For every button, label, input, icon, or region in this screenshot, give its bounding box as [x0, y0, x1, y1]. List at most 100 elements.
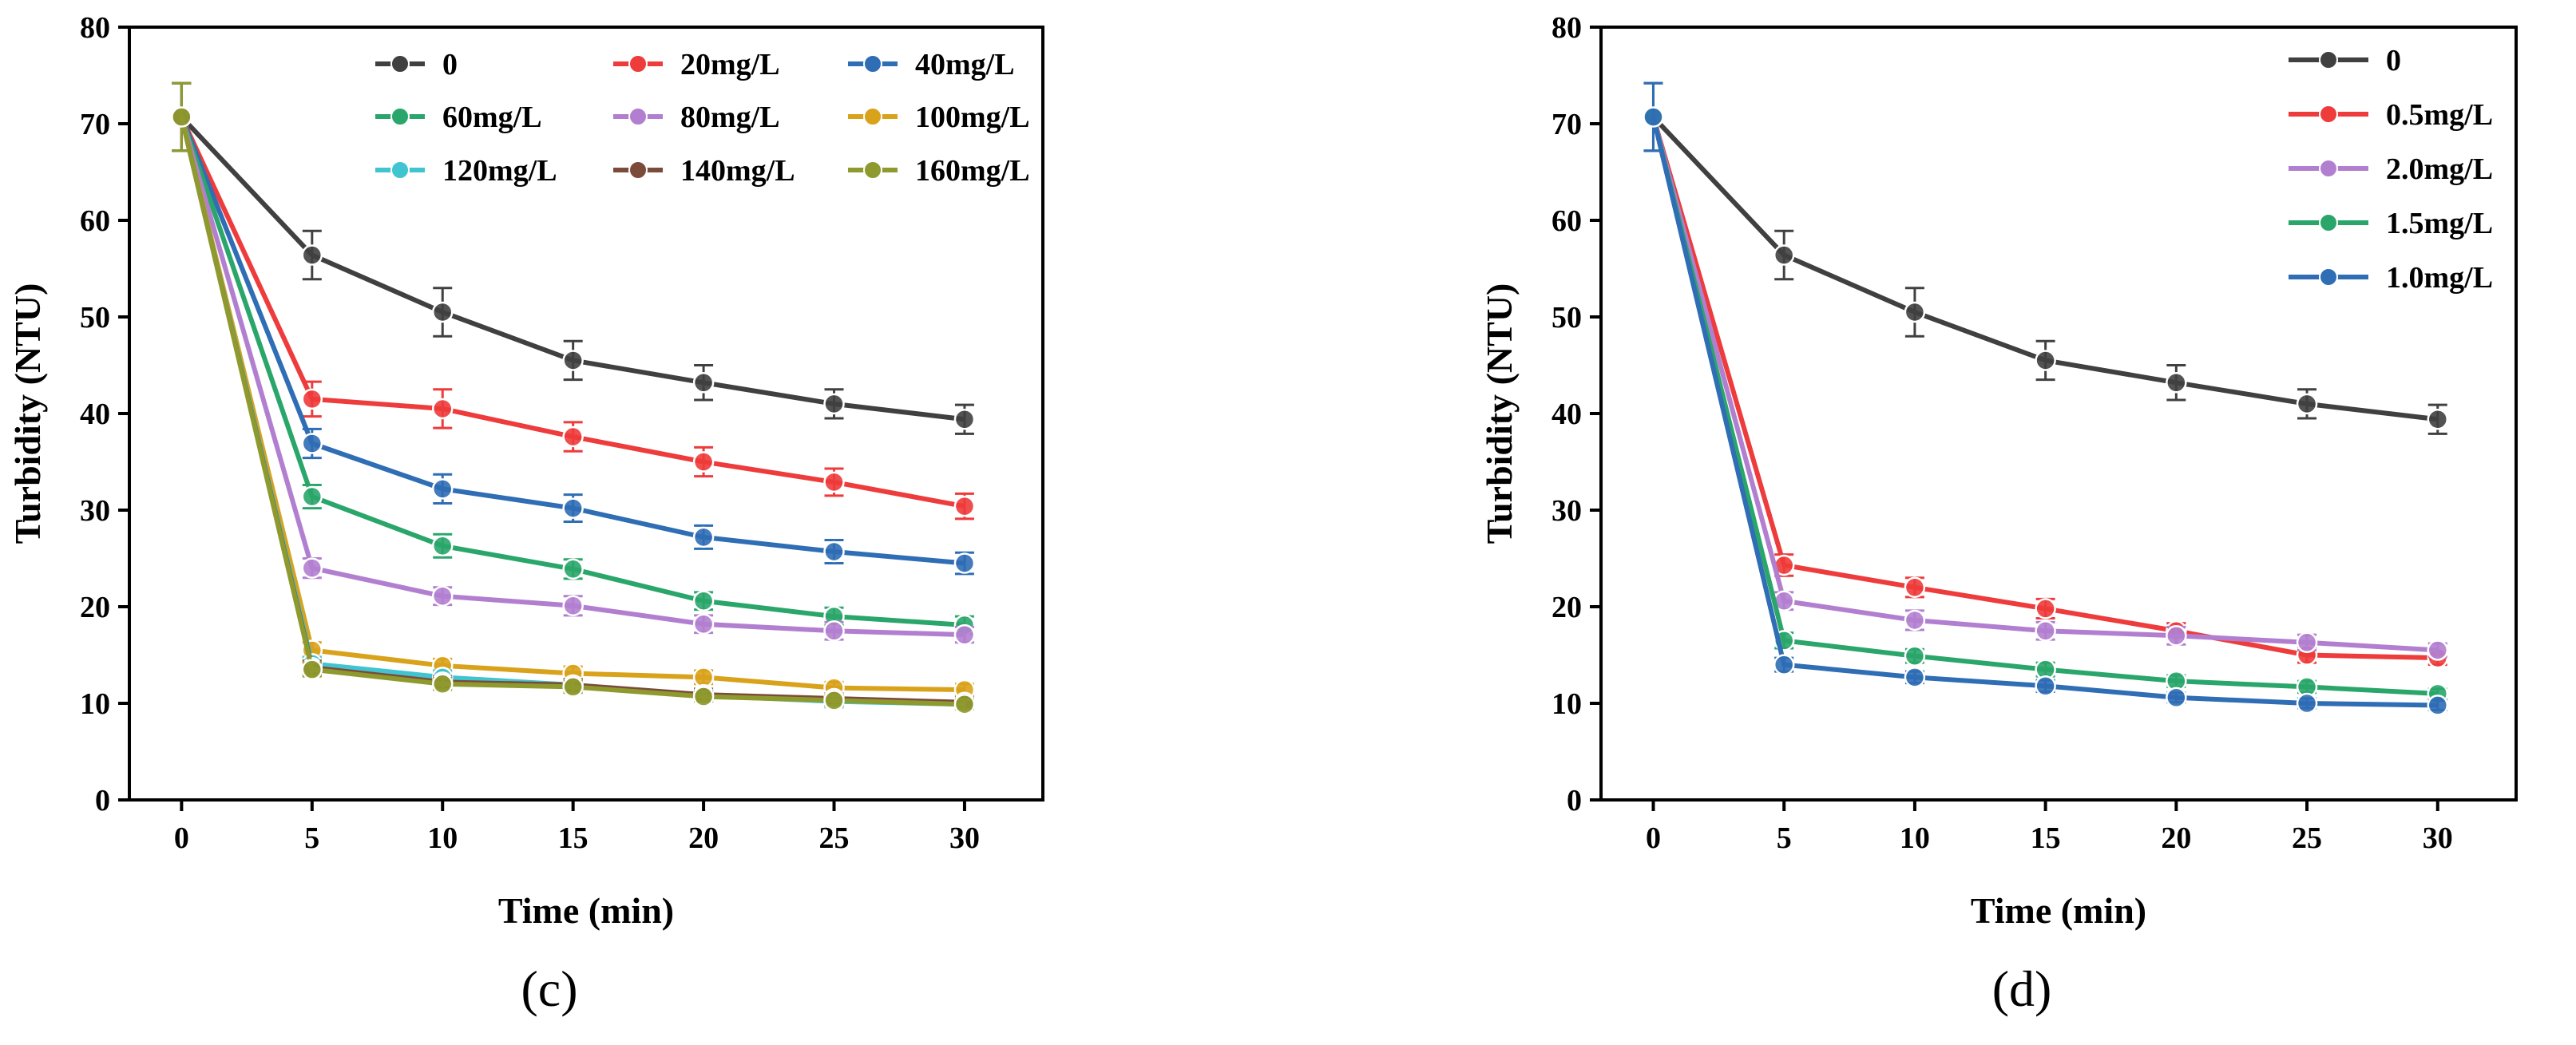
data-point — [431, 673, 454, 695]
y-tick-label: 0 — [95, 784, 110, 817]
y-tick-label: 70 — [80, 108, 110, 141]
legend-swatch-marker — [628, 54, 648, 73]
legend-label: 120mg/L — [442, 154, 557, 188]
legend-swatch-marker — [390, 54, 410, 73]
x-tick-label: 5 — [304, 821, 319, 855]
data-point — [1904, 645, 1926, 667]
legend-swatch-marker — [2319, 159, 2338, 178]
data-point — [953, 623, 976, 646]
legend-label: 0.5mg/L — [2386, 98, 2493, 132]
legend-label: 0 — [442, 48, 458, 81]
x-tick-label: 25 — [819, 821, 850, 855]
legend-label: 1.5mg/L — [2386, 207, 2493, 240]
data-point — [2427, 695, 2449, 716]
data-point — [2166, 372, 2187, 394]
series-2 — [171, 81, 976, 576]
data-point — [953, 552, 976, 574]
data-point — [953, 693, 976, 715]
x-tick-label: 10 — [427, 821, 458, 855]
x-tick-label: 0 — [174, 821, 189, 855]
legend-swatch-marker — [2319, 267, 2338, 287]
legend-item: 140mg/L — [613, 154, 795, 188]
legend-item: 0.5mg/L — [2289, 98, 2493, 132]
y-tick-label: 40 — [1552, 398, 1582, 431]
legend-label: 2.0mg/L — [2386, 152, 2493, 186]
series-0 — [171, 81, 976, 435]
legend-label: 40mg/L — [915, 48, 1015, 81]
data-point — [1773, 244, 1795, 266]
data-point — [692, 526, 715, 548]
x-tick-label: 25 — [2292, 821, 2322, 855]
y-tick-label: 60 — [1552, 204, 1582, 238]
legend-item: 2.0mg/L — [2289, 152, 2493, 186]
legend-item: 80mg/L — [613, 101, 780, 134]
data-point — [823, 471, 845, 493]
y-tick-label: 20 — [1552, 591, 1582, 624]
legend: 0 20mg/L 40mg/L 60mg/L 80mg/L 100mg/L 120mg/L 1… — [375, 48, 1030, 188]
data-point — [301, 557, 323, 579]
legend-swatch-marker — [2319, 213, 2338, 232]
series-line — [1651, 116, 2438, 653]
series-8 — [171, 81, 976, 715]
data-point — [562, 676, 584, 698]
legend-item: 1.5mg/L — [2289, 207, 2493, 240]
data-point — [2035, 350, 2056, 371]
y-tick-label: 70 — [1552, 108, 1582, 141]
legend-label: 100mg/L — [915, 101, 1030, 134]
data-point — [692, 613, 715, 635]
y-axis-title: Turbidity (NTU) — [1479, 283, 1520, 544]
y-tick-label: 60 — [80, 204, 110, 238]
legend-label: 80mg/L — [680, 101, 780, 134]
data-point — [2296, 631, 2318, 654]
y-axis-title: Turbidity (NTU) — [7, 283, 48, 544]
y-tick-label: 20 — [80, 591, 110, 624]
data-point — [692, 686, 715, 707]
y-tick-label: 80 — [80, 11, 110, 45]
series-0 — [1643, 81, 2449, 435]
chart-panel-c: 0 10 20 30 40 50 60 70 80 0 5 10 15 20 25 30 Time (min) T… — [7, 11, 1044, 1017]
y-tick-label: 50 — [1552, 301, 1582, 334]
data-point — [1773, 654, 1795, 675]
legend-label: 20mg/L — [680, 48, 780, 81]
y-tick-label: 10 — [1552, 687, 1582, 721]
legend-swatch-marker — [628, 160, 648, 180]
legend-swatch-marker — [2319, 105, 2338, 124]
data-point — [431, 535, 454, 557]
chart-panel-d: 0 10 20 30 40 50 60 70 80 0 5 10 15 20 25 30 Time (min) T… — [1479, 11, 2518, 1017]
x-tick-label: 5 — [1777, 821, 1792, 855]
x-tick-label: 20 — [688, 821, 719, 855]
data-point — [431, 398, 454, 420]
legend-swatch-marker — [863, 107, 882, 126]
data-point — [823, 540, 845, 563]
data-point — [1904, 667, 1926, 688]
data-point — [2166, 687, 2187, 708]
x-axis-title: Time (min) — [1971, 890, 2146, 931]
data-point — [301, 433, 323, 454]
legend-label: 140mg/L — [680, 154, 795, 188]
data-point — [2296, 393, 2318, 415]
data-point — [431, 478, 454, 500]
y-tick-label: 30 — [80, 494, 110, 528]
legend-item: 1.0mg/L — [2289, 261, 2493, 295]
x-tick-label: 0 — [1646, 821, 1661, 855]
legend-swatch-marker — [390, 160, 410, 180]
data-point — [562, 426, 584, 448]
x-tick-label: 30 — [2423, 821, 2453, 855]
data-point — [2035, 620, 2056, 642]
legend-swatch-marker — [863, 160, 882, 180]
x-tick-label: 15 — [2031, 821, 2061, 855]
x-tick-label: 20 — [2161, 821, 2191, 855]
data-point — [2166, 625, 2187, 647]
data-point — [301, 485, 323, 508]
legend-swatch-marker — [2319, 50, 2338, 69]
legend-item: 160mg/L — [848, 154, 1030, 188]
data-point — [692, 667, 715, 688]
legend-item: 0 — [375, 48, 458, 81]
y-tick-label: 80 — [1552, 11, 1582, 45]
data-point — [562, 595, 584, 617]
legend-swatch-marker — [863, 54, 882, 73]
data-point — [1904, 609, 1926, 631]
data-point — [562, 350, 584, 371]
series-1 — [171, 81, 976, 521]
data-point — [953, 495, 976, 517]
